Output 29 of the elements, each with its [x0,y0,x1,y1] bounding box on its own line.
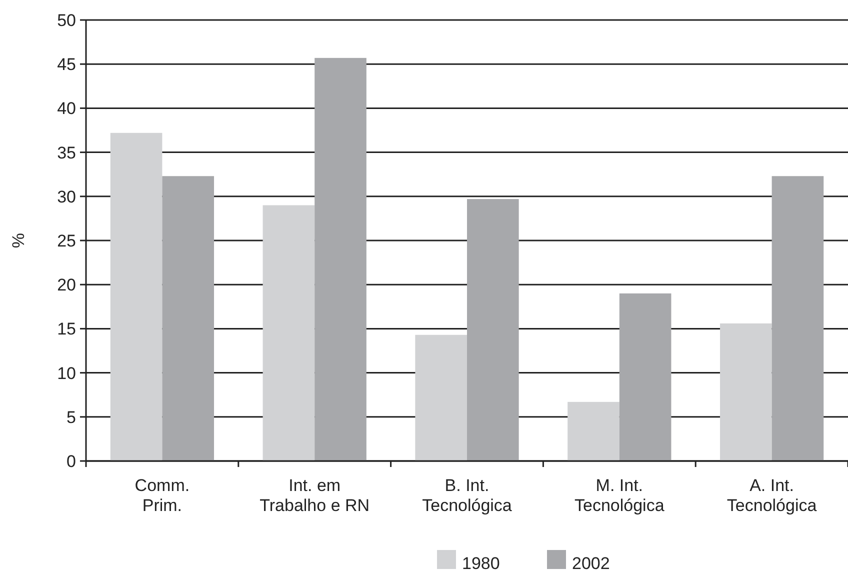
bar [262,205,315,461]
x-tick-label: Comm. Prim. [134,476,190,515]
bar [619,293,672,461]
legend-label: 2002 [572,554,610,573]
bar [720,323,772,461]
x-tick-label: Int. em Trabalho e RN [260,476,370,515]
y-axis-title: % [9,232,28,248]
x-tick-label: M. Int. Tecnológica [574,476,665,515]
bar [467,199,519,461]
bar [568,402,620,461]
y-tick-label: 35 [57,143,76,162]
bar [415,334,467,461]
y-tick-label: 40 [57,99,76,118]
y-tick-label: 30 [57,187,76,206]
y-tick-label: 5 [66,408,76,427]
x-tick-label: B. Int. Tecnológica [422,476,512,515]
bar [772,176,824,461]
y-tick-label: 15 [57,320,76,339]
legend-label: 1980 [462,554,500,573]
y-tick-label: 20 [57,276,76,295]
y-tick-label: 45 [57,55,76,74]
y-tick-label: 50 [57,10,76,30]
y-tick-label: 0 [66,452,76,471]
y-tick-label: 25 [57,231,76,250]
x-tick-label: A. Int. Tecnológica [726,476,818,515]
bar [314,58,366,461]
bar [162,176,214,461]
bar [110,132,162,461]
y-tick-label: 10 [57,364,76,383]
